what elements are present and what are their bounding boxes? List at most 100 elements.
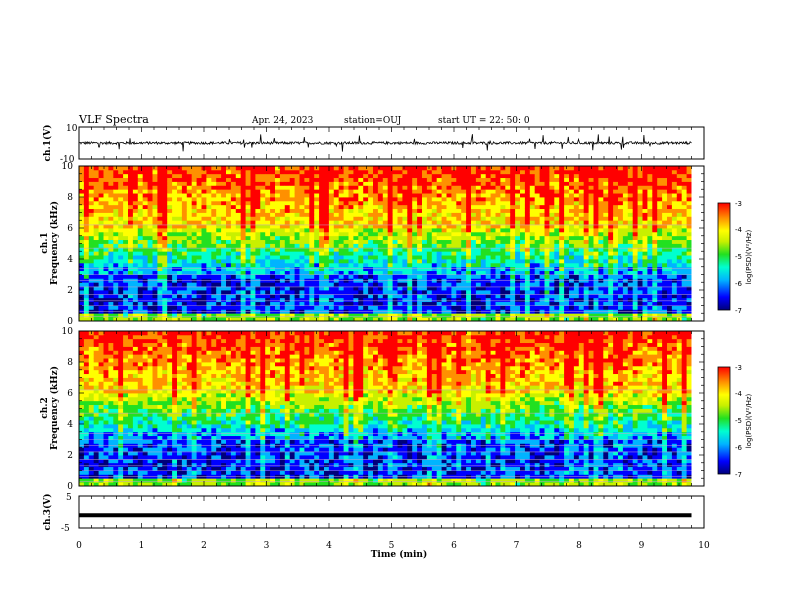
spectrogram-cell xyxy=(373,212,379,217)
spectrogram-cell xyxy=(510,282,516,287)
spectrogram-cell xyxy=(275,247,281,252)
spectrogram-cell xyxy=(79,313,85,318)
spectrogram-cell xyxy=(103,197,109,202)
spectrogram-cell xyxy=(167,212,173,217)
spectrogram-cell xyxy=(490,282,496,287)
spectrogram-cell xyxy=(510,317,516,322)
spectrogram-cell xyxy=(309,270,315,275)
spectrogram-cell xyxy=(83,282,90,287)
spectrogram-cell xyxy=(279,305,286,310)
spectrogram-cell xyxy=(480,193,487,198)
spectrogram-cell xyxy=(412,189,418,194)
spectrogram-cell xyxy=(500,204,506,210)
spectrogram-cell xyxy=(578,317,585,322)
spectrogram-cell xyxy=(500,293,506,299)
spectrogram-cell xyxy=(132,177,139,182)
spectrogram-cell xyxy=(118,286,124,291)
spectrogram-cell xyxy=(211,189,217,194)
spectrogram-cell xyxy=(235,251,242,256)
spectrogram-cell xyxy=(529,282,536,287)
spectrogram-cell xyxy=(671,166,678,171)
spectrogram-cell xyxy=(627,185,634,190)
spectrogram-cell xyxy=(314,181,320,186)
spectrogram-cell xyxy=(377,262,384,268)
spectrogram-cell xyxy=(588,259,594,264)
spectrogram-cell xyxy=(456,259,462,264)
spectrogram-cell xyxy=(578,270,585,275)
spectrogram-cell xyxy=(216,228,222,233)
spectrogram-cell xyxy=(245,220,251,225)
spectrogram-cell xyxy=(637,317,643,322)
spectrogram-cell xyxy=(382,185,389,190)
spectrogram-cell xyxy=(260,235,266,241)
spectrogram-cell xyxy=(226,220,232,225)
spectrogram-cell xyxy=(186,173,193,179)
spectrogram-cell xyxy=(387,220,393,225)
spectrogram-cell xyxy=(632,193,638,198)
spectrogram-cell xyxy=(627,282,634,287)
spectrogram-cell xyxy=(480,286,487,291)
spectrogram-cell xyxy=(657,243,663,248)
spectrogram-cell xyxy=(338,173,344,179)
spectrogram-cell xyxy=(407,181,413,186)
spectrogram-cell xyxy=(196,317,202,322)
spectrogram-cell xyxy=(647,282,653,287)
spectrogram-cell xyxy=(436,243,442,248)
spectrogram-cell xyxy=(441,255,447,260)
spectrogram-cell xyxy=(363,220,369,225)
spectrogram-cell xyxy=(157,290,163,295)
spectrogram-cell xyxy=(495,169,501,175)
spectrogram-cell xyxy=(426,181,433,186)
spectrogram-cell xyxy=(382,282,389,287)
spectrogram-cell xyxy=(319,239,325,244)
spectrogram-cell xyxy=(275,290,281,295)
spectrogram-cell xyxy=(539,266,545,272)
spectrogram-cell xyxy=(270,185,276,190)
spectrogram-cell xyxy=(436,317,442,322)
spectrogram-cell xyxy=(373,204,379,210)
spectrogram-cell xyxy=(662,235,668,241)
spectrogram-cell xyxy=(485,166,491,171)
spectrogram-cell xyxy=(265,255,271,260)
spectrogram-cell xyxy=(573,185,580,190)
spectrogram-cell xyxy=(417,193,423,198)
spectrogram-cell xyxy=(216,197,222,202)
spectrogram-cell xyxy=(235,235,242,241)
spectrogram-cell xyxy=(279,166,286,171)
spectrogram-cell xyxy=(456,193,462,198)
spectrogram-cell xyxy=(314,231,320,237)
spectrogram-cell xyxy=(240,274,246,279)
spectrogram-cell xyxy=(83,166,90,171)
spectrogram-cell xyxy=(250,290,256,295)
spectrogram-cell xyxy=(338,193,344,198)
spectrogram-cell xyxy=(172,293,178,299)
spectrogram-cell xyxy=(88,305,95,310)
spectrogram-cell xyxy=(157,243,163,248)
spectrogram-cell xyxy=(250,200,256,206)
spectrogram-cell xyxy=(544,282,550,287)
spectrogram-cell xyxy=(569,235,575,241)
spectrogram-cell xyxy=(622,293,629,299)
spectrogram-cell xyxy=(402,204,408,210)
spectrogram-cell xyxy=(132,166,139,171)
spectrogram-cell xyxy=(593,239,599,244)
spectrogram-cell xyxy=(559,266,565,272)
spectrogram-cell xyxy=(505,247,511,252)
spectrogram-cell xyxy=(671,305,678,310)
spectrogram-cell xyxy=(426,255,433,260)
spectrogram-cell xyxy=(162,259,168,264)
spectrogram-cell xyxy=(397,216,403,221)
spectrogram-cell xyxy=(103,293,109,299)
spectrogram-cell xyxy=(157,185,163,190)
spectrogram-cell xyxy=(309,181,315,186)
spectrogram-cell xyxy=(103,266,109,272)
spectrogram-cell xyxy=(275,270,281,275)
spectrogram-cell xyxy=(505,166,511,171)
spectrogram-cell xyxy=(573,197,580,202)
spectrogram-cell xyxy=(534,286,540,291)
spectrogram-cell xyxy=(593,270,599,275)
spectrogram-cell xyxy=(647,177,653,182)
spectrogram-cell xyxy=(515,185,521,190)
spectrogram-cell xyxy=(671,297,678,303)
spectrogram-cell xyxy=(368,193,374,198)
